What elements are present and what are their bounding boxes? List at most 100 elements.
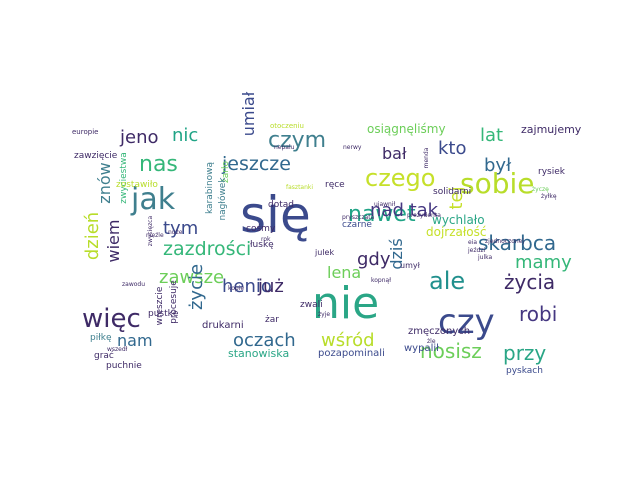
- cloud-word: oczach: [233, 330, 296, 351]
- cloud-word: zjednoczonej: [485, 238, 524, 245]
- cloud-word: nosisz: [420, 339, 482, 363]
- cloud-word: żar: [265, 315, 279, 325]
- cloud-word: pozapominali: [318, 348, 385, 359]
- cloud-word: skarbca: [478, 231, 556, 255]
- cloud-word: dotąd: [268, 200, 294, 210]
- cloud-word: żarło: [221, 161, 231, 183]
- cloud-word: więc: [82, 304, 141, 334]
- cloud-word: julka: [477, 254, 493, 261]
- cloud-word: ujawnił: [374, 201, 396, 208]
- cloud-word: rok: [261, 236, 271, 243]
- cloud-word: czego: [365, 164, 435, 192]
- cloud-word: bał: [382, 144, 407, 163]
- cloud-word: sobie: [460, 167, 535, 200]
- cloud-word: procesuje: [169, 280, 179, 324]
- cloud-word: pryszczata: [342, 214, 375, 221]
- cloud-word: nam: [117, 331, 153, 350]
- cloud-word: wypalił: [404, 343, 439, 354]
- cloud-word: jeno: [119, 127, 159, 148]
- cloud-word: zmęczonych: [408, 326, 470, 337]
- cloud-word: fasztanki: [286, 184, 313, 191]
- cloud-word: lena: [327, 263, 361, 282]
- cloud-word: życzę: [532, 186, 549, 193]
- cloud-word: już: [257, 276, 284, 297]
- cloud-word: zostawiło: [116, 180, 158, 190]
- cloud-word: zawsze: [159, 267, 224, 288]
- cloud-word: stanowiska: [228, 347, 289, 360]
- cloud-word: kopie: [228, 285, 244, 292]
- cloud-word: żle: [427, 338, 436, 345]
- cloud-word: przy: [503, 341, 546, 365]
- cloud-word: żyje: [318, 311, 330, 318]
- cloud-word: kopnął: [371, 277, 391, 284]
- cloud-word: zawzięcie: [74, 151, 118, 161]
- cloud-word: nepalu: [274, 144, 295, 151]
- cloud-word: zawodu: [122, 281, 145, 288]
- cloud-word: dojrzałość: [426, 225, 486, 239]
- cloud-word: solidarni: [433, 187, 471, 197]
- cloud-word: życie: [186, 264, 207, 310]
- cloud-word: tym: [163, 218, 198, 239]
- cloud-word: życia: [504, 270, 555, 294]
- cloud-word: mamy: [515, 252, 572, 273]
- cloud-word: robi: [519, 302, 557, 326]
- cloud-word: otoczeniu: [270, 122, 304, 130]
- cloud-word: menda: [423, 147, 430, 168]
- cloud-word: dzień: [82, 212, 103, 260]
- cloud-word: nic: [172, 125, 198, 146]
- cloud-word: ale: [429, 267, 465, 295]
- cloud-word: dziś: [387, 238, 406, 269]
- cloud-word: nuże: [168, 229, 183, 236]
- cloud-word: umiał: [239, 91, 258, 136]
- cloud-word: osiągnęliśmy: [367, 122, 446, 136]
- cloud-word: wszedł: [107, 346, 128, 353]
- cloud-word: puchnie: [106, 361, 142, 371]
- cloud-word: gdy: [357, 249, 391, 270]
- cloud-word: umył: [400, 261, 421, 270]
- cloud-word: zwycięzca: [147, 215, 154, 246]
- cloud-word: pustkę: [148, 309, 179, 319]
- cloud-word: nawet: [348, 202, 416, 227]
- cloud-word: kto: [438, 138, 467, 159]
- cloud-word: pyskach: [506, 366, 543, 376]
- cloud-word: piłkę: [90, 333, 112, 343]
- cloud-word: łuskę: [250, 240, 274, 250]
- cloud-word: ręce: [325, 180, 345, 190]
- cloud-word: drukarni: [202, 320, 244, 331]
- cloud-word: nieźle: [146, 232, 164, 239]
- cloud-word: jeszcze: [221, 153, 291, 175]
- cloud-word: europie: [72, 128, 98, 136]
- cloud-word: wychlało: [432, 213, 485, 227]
- cloud-word: grać: [94, 350, 114, 361]
- cloud-word: zwyciestwa: [119, 152, 129, 204]
- cloud-word: zwali: [300, 300, 323, 310]
- cloud-word: się: [240, 186, 311, 244]
- cloud-word: karabinową: [205, 161, 215, 214]
- cloud-word: wreszcie: [155, 286, 165, 325]
- cloud-word: lat: [480, 125, 503, 146]
- cloud-word: czym: [268, 128, 326, 153]
- cloud-word: wśród: [321, 330, 375, 351]
- cloud-word: nie: [312, 278, 379, 329]
- cloud-word: był: [484, 155, 512, 176]
- cloud-word: jeździ: [467, 247, 485, 254]
- cloud-word: jak: [130, 182, 176, 217]
- cloud-word: nagłówek: [217, 177, 228, 221]
- cloud-word: czy: [438, 302, 495, 342]
- cloud-word: nerwy: [343, 144, 362, 151]
- cloud-word: julek: [314, 248, 334, 257]
- cloud-word: henio: [222, 276, 272, 297]
- cloud-word: cośmy: [246, 223, 276, 234]
- cloud-word: nad tak: [370, 200, 439, 221]
- cloud-word: żyłkę: [541, 193, 557, 200]
- cloud-word: znów: [95, 162, 114, 203]
- cloud-word: rysiek: [538, 167, 566, 177]
- cloud-word: wiem: [104, 220, 123, 263]
- cloud-word: czarne: [342, 220, 372, 230]
- cloud-word: zajmujemy: [521, 123, 582, 136]
- cloud-word: prezydenta: [407, 212, 441, 219]
- cloud-word: tej: [446, 186, 467, 209]
- cloud-word: zazdrości: [163, 238, 251, 260]
- cloud-word: eia: [468, 239, 477, 246]
